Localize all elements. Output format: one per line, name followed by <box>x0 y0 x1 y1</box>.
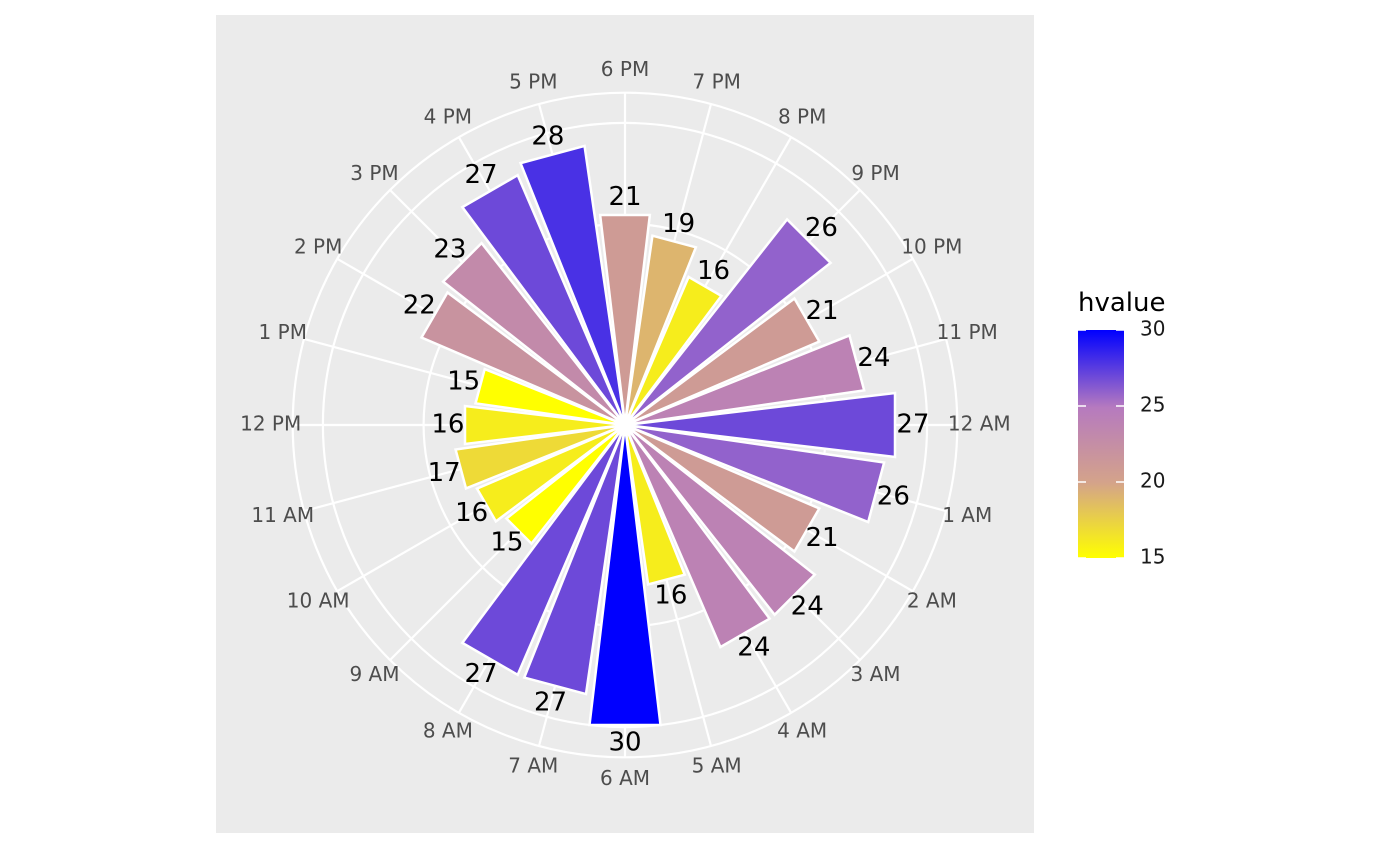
hour-label: 6 AM <box>600 766 650 790</box>
value-label: 24 <box>857 343 890 373</box>
value-label: 15 <box>490 528 523 558</box>
legend-tick-label: 20 <box>1140 469 1165 493</box>
hour-label: 5 AM <box>692 754 742 778</box>
legend-title: hvalue <box>1078 288 1166 318</box>
hour-label: 6 PM <box>601 57 649 81</box>
value-label: 27 <box>896 410 929 440</box>
hour-label: 1 AM <box>942 503 992 527</box>
bar-3-pm <box>441 241 626 426</box>
value-label: 27 <box>534 688 567 718</box>
bar-12-pm <box>463 404 626 446</box>
legend-tick-label: 15 <box>1140 545 1165 569</box>
hour-label: 8 PM <box>778 105 826 129</box>
value-label: 27 <box>465 659 498 689</box>
bar-6-pm <box>598 213 652 426</box>
hour-label: 3 PM <box>350 161 398 185</box>
value-label: 26 <box>877 481 910 511</box>
hour-label: 7 AM <box>508 754 558 778</box>
value-label: 16 <box>697 256 730 286</box>
bar-5-am <box>623 424 687 587</box>
bar-3-am <box>624 424 817 617</box>
value-label: 21 <box>805 296 838 326</box>
value-label: 16 <box>654 581 687 611</box>
hour-label: 2 AM <box>907 589 957 613</box>
bar-2-am <box>624 423 822 554</box>
bar-11-pm <box>624 333 866 427</box>
hour-label: 4 AM <box>777 718 827 742</box>
value-label: 24 <box>737 633 770 663</box>
value-label: 24 <box>791 592 824 622</box>
hour-label: 5 PM <box>509 69 557 93</box>
bar-9-am <box>504 424 626 546</box>
value-label: 28 <box>531 122 564 152</box>
bar-8-am <box>460 424 627 677</box>
bar-2-pm <box>419 290 626 427</box>
hour-label: 10 AM <box>287 589 350 613</box>
bar-8-pm <box>623 275 724 426</box>
bar-4-pm <box>460 173 627 426</box>
value-label: 19 <box>662 209 695 239</box>
hour-label: 1 PM <box>259 320 307 344</box>
hour-label: 8 AM <box>423 718 473 742</box>
hour-label: 9 AM <box>349 662 399 686</box>
hour-labels-layer: 12 AM 1 AM 2 AM 3 AM 4 AM 5 AM 6 AM 7 AM 8 AM 9 A… <box>240 57 1011 790</box>
bar-1-pm <box>473 367 626 427</box>
hour-label: 12 PM <box>240 412 301 436</box>
value-label: 21 <box>608 182 641 212</box>
hour-label: 10 PM <box>901 234 962 258</box>
value-label: 15 <box>447 366 480 396</box>
value-label: 22 <box>403 291 436 321</box>
bar-10-pm <box>624 296 822 427</box>
hour-label: 11 PM <box>937 320 998 344</box>
legend-colorbar <box>1078 330 1124 558</box>
value-label: 27 <box>465 160 498 190</box>
bar-1-am <box>624 423 886 524</box>
bar-4-am <box>623 424 772 649</box>
hour-label: 11 AM <box>251 503 314 527</box>
value-label: 30 <box>608 728 641 758</box>
value-label: 21 <box>805 523 838 553</box>
bar-7-am <box>522 424 627 696</box>
bar-7-pm <box>623 234 698 426</box>
bar-6-am <box>588 424 662 727</box>
value-label: 17 <box>428 458 461 488</box>
bar-9-pm <box>624 217 833 426</box>
value-label: 26 <box>805 213 838 243</box>
legend-tick-label: 25 <box>1140 393 1165 417</box>
value-label: 16 <box>431 410 464 440</box>
bar-10-am <box>475 423 626 524</box>
bar-5-pm <box>518 144 627 426</box>
hour-label: 2 PM <box>294 234 342 258</box>
value-label: 16 <box>455 498 488 528</box>
hour-label: 12 AM <box>948 412 1011 436</box>
hour-label: 3 AM <box>851 662 901 686</box>
legend: hvalue 30 25 20 15 <box>1078 288 1166 569</box>
hour-label: 9 PM <box>851 161 899 185</box>
hour-label: 7 PM <box>692 69 740 93</box>
bar-12-am <box>624 391 897 459</box>
legend-tick-label: 30 <box>1140 317 1165 341</box>
hour-label: 4 PM <box>424 105 472 129</box>
value-label: 23 <box>433 234 466 264</box>
bar-11-am <box>454 423 626 491</box>
legend-ticks: 30 25 20 15 <box>1078 317 1165 569</box>
bars-layer <box>419 144 897 727</box>
value-labels-layer: 2726212424163027271516171615222327282119… <box>403 122 930 758</box>
